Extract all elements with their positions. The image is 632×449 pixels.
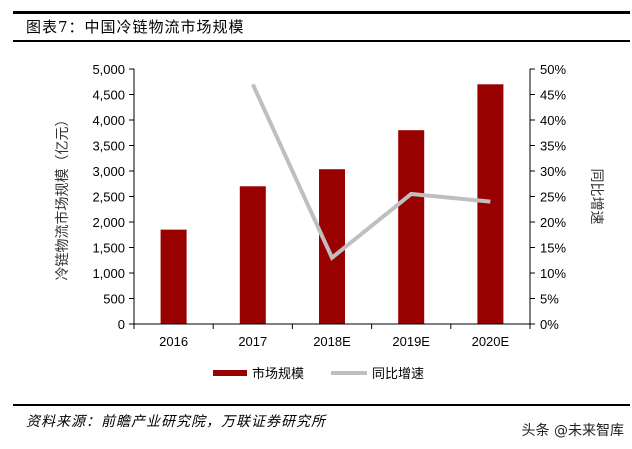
left-tick-label: 4,000 [92,113,125,128]
x-tick-label: 2017 [238,334,267,349]
right-tick-label: 25% [540,190,566,205]
bar-2017 [239,186,266,324]
right-tick-label: 50% [540,62,566,77]
bar-2016 [160,229,187,324]
x-tick-label: 2020E [472,334,510,349]
legend-label-line: 同比增速 [372,367,424,382]
bar-2020E [477,84,504,324]
right-tick-label: 15% [540,241,566,256]
x-tick-label: 2016 [159,334,188,349]
left-tick-label: 2,500 [92,190,125,205]
x-tick-label: 2018E [313,334,351,349]
source-note: 资料来源：前瞻产业研究院，万联证券研究所 [26,414,326,430]
left-tick-label: 0 [118,317,125,332]
right-tick-label: 20% [540,215,566,230]
left-tick-label: 4,500 [92,88,125,103]
bar-2018E [319,169,345,324]
right-tick-label: 45% [540,88,566,103]
right-tick-label: 35% [540,139,566,154]
combo-chart: 0 500 1,000 1,500 2,000 2,500 3,000 3,500 4,000 4… [54,62,604,382]
right-tick-label: 30% [540,164,566,179]
watermark: 头条 @未来智库 [521,423,624,439]
left-tick-label: 3,500 [92,139,125,154]
left-tick-label: 3,000 [92,164,125,179]
chart-title: 图表7：中国冷链物流市场规模 [26,18,245,36]
left-tick-label: 1,500 [92,241,125,256]
left-tick-label: 2,000 [92,215,125,230]
growth-line [250,83,491,261]
left-tick-label: 1,000 [92,266,125,281]
bar-2019E [398,130,425,324]
right-tick-label: 40% [540,113,566,128]
title-bottom-rule [13,40,630,42]
left-tick-label: 5,000 [92,62,125,77]
legend-swatch-bar [213,370,247,376]
right-tick-label: 10% [540,266,566,281]
title-top-rule [13,11,630,14]
footer-rule [13,404,630,406]
x-tick-label: 2019E [392,334,430,349]
right-tick-label: 0% [540,317,559,332]
legend-label-bar: 市场规模 [252,366,304,382]
left-axis-title: 冷链物流市场规模（亿元） [54,113,71,281]
left-tick-label: 500 [103,292,125,307]
right-axis-title: 同比增速 [588,169,604,225]
right-tick-label: 5% [540,292,559,307]
